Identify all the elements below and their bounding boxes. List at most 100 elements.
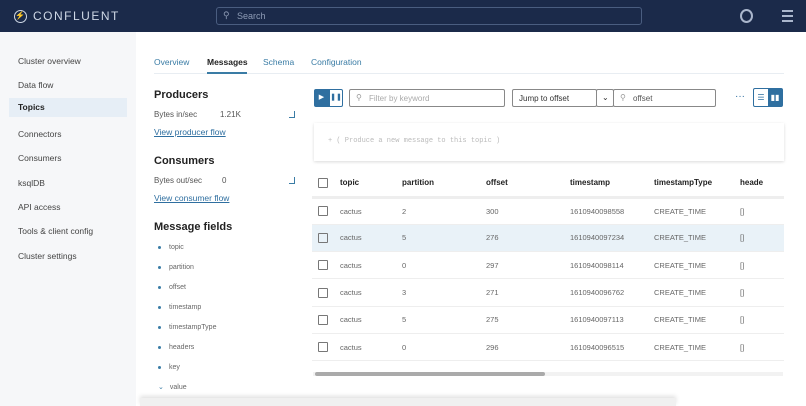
cell-partition: 5	[402, 306, 486, 334]
tab-schema[interactable]: Schema	[263, 57, 295, 67]
producers-heading: Producers	[154, 89, 209, 101]
jump-select-dropdown[interactable]: ⌄	[596, 89, 614, 107]
field-label: timestamp	[169, 304, 202, 311]
jump-select-value: Jump to offset	[519, 94, 570, 103]
cell-partition: 2	[402, 197, 486, 225]
confluent-logo[interactable]: ⚡ CONFLUENT	[14, 9, 120, 23]
tab-divider	[154, 73, 784, 74]
scrollbar-thumb[interactable]	[315, 372, 545, 376]
sidebar-item-connectors[interactable]: Connectors	[18, 129, 62, 139]
cell-topic: cactus	[340, 197, 402, 225]
table-row[interactable]: cactus 5 276 1610940097234 CREATE_TIME[]	[312, 224, 784, 253]
play-icon: ▶	[318, 94, 325, 101]
hamburger-menu-icon[interactable]	[782, 10, 793, 25]
pause-button[interactable]: ❚❚	[329, 89, 343, 107]
table-row[interactable]: cactus 3 271 1610940096762 CREATE_TIME[]	[312, 278, 784, 307]
table-row[interactable]: cactus 5 275 1610940097113 CREATE_TIME[]	[312, 306, 784, 334]
row-checkbox[interactable]	[318, 260, 328, 271]
consumer-sparkline	[289, 177, 295, 184]
column-header[interactable]: heade	[740, 170, 784, 199]
table-view-icon[interactable]: ☰	[757, 93, 765, 102]
tab-messages[interactable]: Messages	[207, 57, 248, 67]
column-header[interactable]: offset	[486, 170, 570, 199]
field-item-expanded[interactable]: ⌄ value	[158, 383, 187, 391]
sidebar-item-data-flow[interactable]: Data flow	[18, 80, 54, 90]
table-row[interactable]: cactus 0 296 1610940096515 CREATE_TIME[]	[312, 333, 784, 362]
select-all-checkbox[interactable]	[318, 177, 328, 188]
sidebar-item-api-access[interactable]: API access	[18, 202, 61, 212]
play-button[interactable]: ▶	[314, 89, 329, 107]
column-header[interactable]: partition	[402, 170, 486, 199]
top-bar: ⚡ CONFLUENT ⚲ Search	[0, 0, 806, 32]
cell-timestampType: CREATE_TIME	[654, 278, 740, 307]
view-producer-flow-link[interactable]: View producer flow	[154, 127, 226, 137]
cell-partition: 0	[402, 251, 486, 280]
cell-timestampType: CREATE_TIME	[654, 333, 740, 362]
row-checkbox[interactable]	[318, 206, 328, 217]
filter-keyword-input[interactable]: ⚲ Filter by keyword	[349, 89, 505, 107]
pause-icon: ❚❚	[330, 94, 342, 101]
search-placeholder: Search	[237, 11, 266, 21]
field-label: topic	[169, 244, 184, 251]
message-fields-heading: Message fields	[154, 221, 233, 233]
bytes-in-label: Bytes in/sec	[154, 110, 198, 119]
field-label: partition	[169, 264, 194, 271]
cell-heade: []	[740, 306, 784, 334]
sidebar-item-topics[interactable]: Topics	[9, 98, 127, 117]
table-row[interactable]: cactus 0 297 1610940098114 CREATE_TIME[]	[312, 251, 784, 280]
global-search-input[interactable]: ⚲ Search	[216, 7, 642, 25]
sidebar-item-cluster-overview[interactable]: Cluster overview	[18, 56, 81, 66]
active-tab-underline	[207, 72, 247, 74]
card-view-icon[interactable]: ▮▮	[768, 89, 782, 106]
cell-topic: cactus	[340, 224, 402, 253]
cell-timestampType: CREATE_TIME	[654, 224, 740, 253]
offset-input[interactable]: ⚲ offset	[613, 89, 716, 107]
field-item[interactable]: headers	[158, 344, 194, 351]
more-options-icon[interactable]: ···	[735, 91, 745, 102]
table-row[interactable]: cactus 2 300 1610940098558 CREATE_TIME[]	[312, 197, 784, 225]
cell-partition: 5	[402, 224, 486, 253]
search-icon: ⚲	[620, 93, 626, 102]
tab-configuration[interactable]: Configuration	[311, 57, 362, 67]
cell-offset: 300	[486, 197, 570, 225]
field-item[interactable]: timestampType	[158, 324, 216, 331]
help-icon[interactable]	[740, 9, 753, 23]
row-checkbox[interactable]	[318, 232, 328, 243]
field-item[interactable]: timestamp	[158, 304, 201, 311]
cell-timestamp: 1610940096515	[570, 333, 654, 362]
offset-placeholder: offset	[633, 94, 653, 103]
cell-topic: cactus	[340, 278, 402, 307]
field-label: timestampType	[169, 324, 217, 331]
sidebar-item-consumers[interactable]: Consumers	[18, 153, 62, 163]
table-header-row: topic partition offset timestamp timesta…	[312, 170, 784, 199]
view-consumer-flow-link[interactable]: View consumer flow	[154, 193, 230, 203]
cell-timestamp: 1610940097113	[570, 306, 654, 334]
field-item[interactable]: partition	[158, 264, 194, 271]
column-header[interactable]: timestampType	[654, 170, 740, 199]
row-checkbox[interactable]	[318, 342, 328, 353]
chevron-down-icon: ⌄	[602, 93, 609, 102]
sidebar-item-tools-client-config[interactable]: Tools & client config	[18, 226, 94, 236]
field-item[interactable]: key	[158, 364, 180, 371]
produce-message-prompt[interactable]: + ( Produce a new message to this topic …	[314, 123, 784, 161]
sidebar-item-cluster-settings[interactable]: Cluster settings	[18, 251, 77, 261]
field-label: value	[169, 384, 187, 391]
sidebar-item-ksqldb[interactable]: ksqlDB	[18, 178, 45, 188]
jump-to-offset-select[interactable]: Jump to offset	[512, 89, 597, 107]
search-icon: ⚲	[223, 10, 230, 20]
column-header[interactable]: topic	[340, 170, 402, 199]
cell-timestampType: CREATE_TIME	[654, 251, 740, 280]
horizontal-scrollbar[interactable]	[313, 372, 783, 376]
cell-heade: []	[740, 333, 784, 362]
cell-partition: 3	[402, 278, 486, 307]
tab-overview[interactable]: Overview	[154, 57, 190, 67]
field-item[interactable]: topic	[158, 244, 184, 251]
cell-topic: cactus	[340, 251, 402, 280]
field-item[interactable]: offset	[158, 284, 186, 291]
row-checkbox[interactable]	[318, 314, 328, 325]
view-toggle: ☰ ▮▮	[753, 88, 783, 107]
cell-heade: []	[740, 224, 784, 253]
row-checkbox[interactable]	[318, 287, 328, 298]
bytes-out-label: Bytes out/sec	[154, 176, 203, 185]
column-header[interactable]: timestamp	[570, 170, 654, 199]
